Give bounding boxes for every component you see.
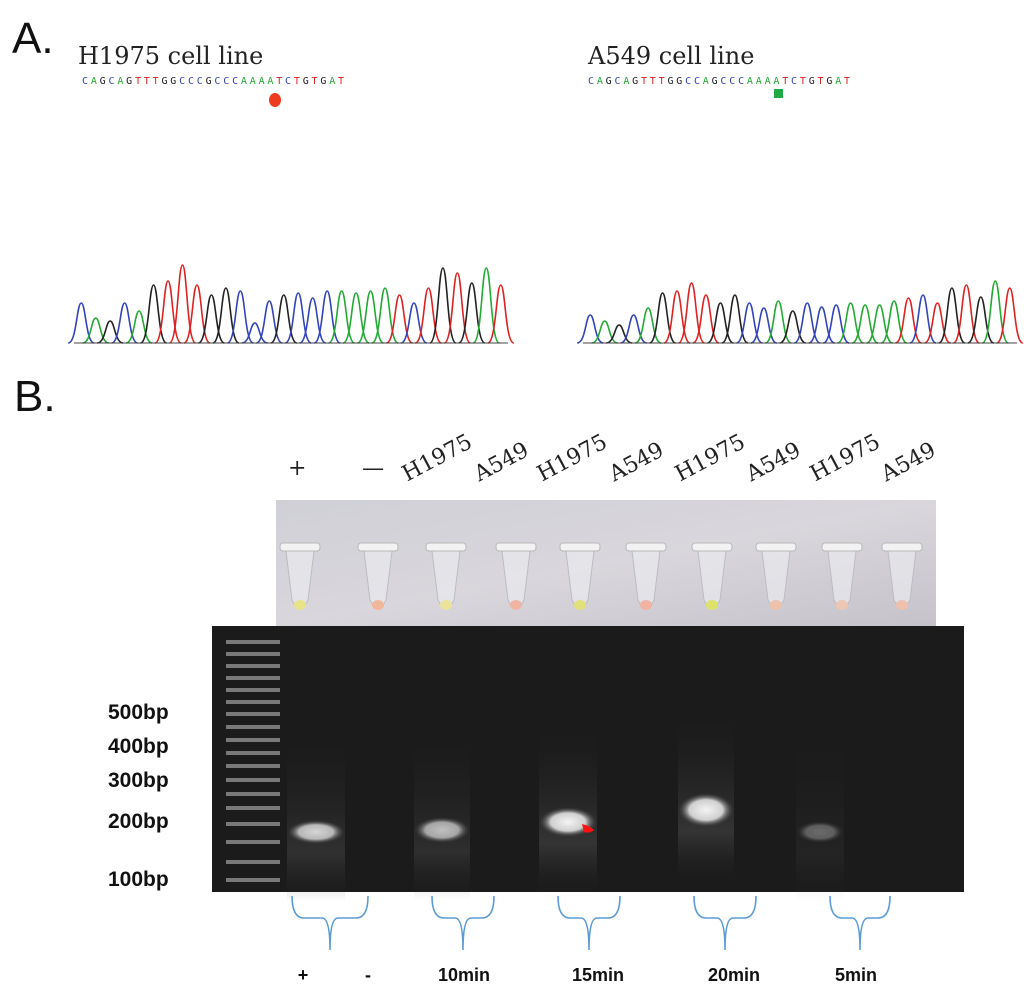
group-label-10min: 10min [437, 965, 491, 985]
ladder-label-200bp: 200bp [108, 810, 169, 833]
gel-bands [287, 720, 844, 902]
panel-b-letter: B. [14, 372, 56, 421]
group-brace [829, 895, 891, 951]
ladder-label-300bp: 300bp [108, 769, 169, 792]
red-annotation-mark [582, 824, 594, 833]
tube [821, 542, 863, 610]
lane-label-positive: + [288, 456, 307, 481]
tube [691, 542, 733, 610]
ladder-label-400bp: 400bp [108, 735, 169, 758]
ladder-band [226, 878, 280, 882]
group-label-positive: + [297, 965, 309, 985]
ladder-band [226, 700, 280, 704]
a549-title: A549 cell line [588, 42, 755, 70]
lane-label-negative: — [362, 456, 384, 481]
h1975-sequence: CAGCAGTTTGGCCCGCCCAAAATCTGTGAT [82, 76, 347, 87]
ladder-band [226, 778, 280, 782]
group-label-20min: 20min [707, 965, 761, 985]
ladder-band [226, 860, 280, 864]
ladder-band [226, 712, 280, 716]
ladder-band [226, 676, 280, 680]
a549-chromatogram [576, 280, 1024, 344]
tube [559, 542, 601, 610]
dna-ladder [226, 640, 280, 882]
ladder-band [226, 640, 280, 644]
group-brace [557, 895, 621, 951]
ladder-band [226, 822, 280, 826]
ladder-band [226, 664, 280, 668]
ladder-band [226, 738, 280, 742]
h1975-title: H1975 cell line [78, 42, 264, 70]
group-label-negative: - [365, 965, 371, 985]
tube [881, 542, 923, 610]
ladder-label-100bp: 100bp [108, 868, 169, 891]
gel-band [287, 820, 345, 844]
gel-band [539, 807, 597, 837]
gel-band [414, 817, 470, 843]
ladder-band [226, 725, 280, 729]
ladder-band [226, 652, 280, 656]
group-brace [431, 895, 495, 951]
tube [279, 542, 321, 610]
ladder-band [226, 792, 280, 796]
tubes-row [279, 542, 923, 610]
group-brace [291, 895, 369, 951]
ladder-band [226, 764, 280, 768]
group-braces [291, 895, 891, 951]
red-circle-marker-icon [269, 93, 281, 107]
tube [425, 542, 467, 610]
tube [495, 542, 537, 610]
group-brace [693, 895, 757, 951]
ladder-band [226, 751, 280, 755]
gel-band [796, 821, 844, 843]
tube [625, 542, 667, 610]
green-square-marker-icon [774, 89, 783, 98]
a549-sequence: CAGCAGTTTGGCCAGCCCAAAATCTGTGAT [588, 76, 853, 87]
ladder-label-500bp: 500bp [108, 701, 169, 724]
ladder-band [226, 688, 280, 692]
gel-band [678, 793, 734, 827]
tube [357, 542, 399, 610]
group-label-5min: 5min [834, 965, 877, 985]
ladder-band [226, 806, 280, 810]
panel-a-letter: A. [12, 14, 54, 63]
h1975-chromatogram [67, 264, 515, 344]
tube [755, 542, 797, 610]
ladder-band [226, 840, 280, 844]
group-label-15min: 15min [571, 965, 625, 985]
